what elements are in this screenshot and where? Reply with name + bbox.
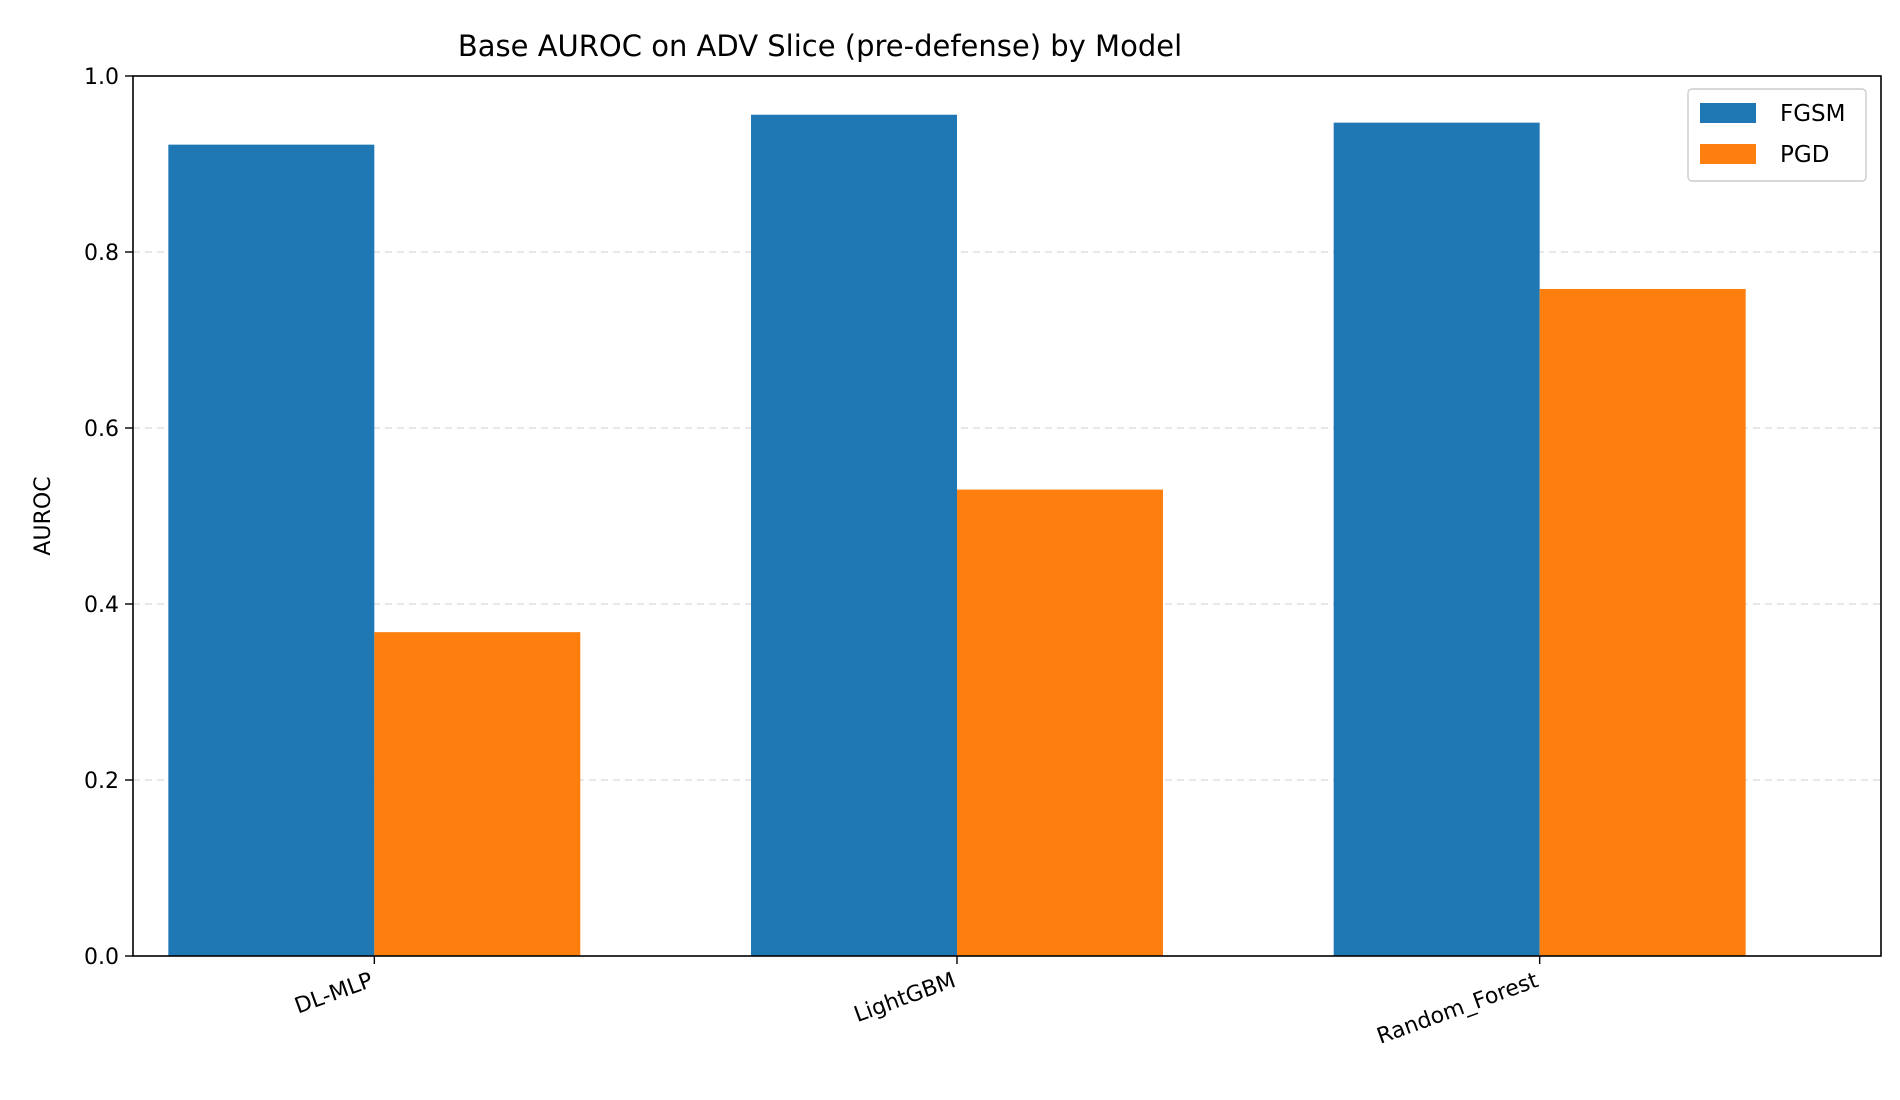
bar-pgd-dl-mlp [374,632,581,956]
y-tick-label: 0.8 [84,241,119,266]
legend-swatch-fgsm [1700,103,1756,123]
bar-fgsm-lightgbm [751,114,957,957]
legend: FGSM PGD [1687,88,1867,182]
y-tick-label: 1.0 [84,65,119,90]
y-axis-label: AUROC [31,476,56,555]
y-axis-ticks: 0.0 0.2 0.4 0.6 0.8 1.0 [84,65,133,970]
legend-label-pgd: PGD [1780,142,1829,168]
legend-swatch-pgd [1700,144,1756,164]
x-axis-ticks: DL-MLP LightGBM Random_Forest [291,956,1542,1050]
x-tick-label: LightGBM [851,968,959,1028]
y-tick-label: 0.0 [84,945,119,970]
bar-pgd-random_forest [1539,288,1746,957]
bars-group [168,114,1746,957]
bar-fgsm-random_forest [1333,122,1540,956]
y-tick-label: 0.4 [84,593,119,618]
y-tick-label: 0.6 [84,417,119,442]
plot-frame [132,75,1882,957]
x-tick-label: Random_Forest [1374,968,1542,1050]
y-tick-label: 0.2 [84,769,119,794]
chart-title: Base AUROC on ADV Slice (pre-defense) by… [458,29,1182,63]
x-tick-label: DL-MLP [291,968,376,1019]
bar-fgsm-dl-mlp [168,144,375,956]
legend-label-fgsm: FGSM [1780,101,1846,127]
bar-pgd-lightgbm [957,489,1163,956]
